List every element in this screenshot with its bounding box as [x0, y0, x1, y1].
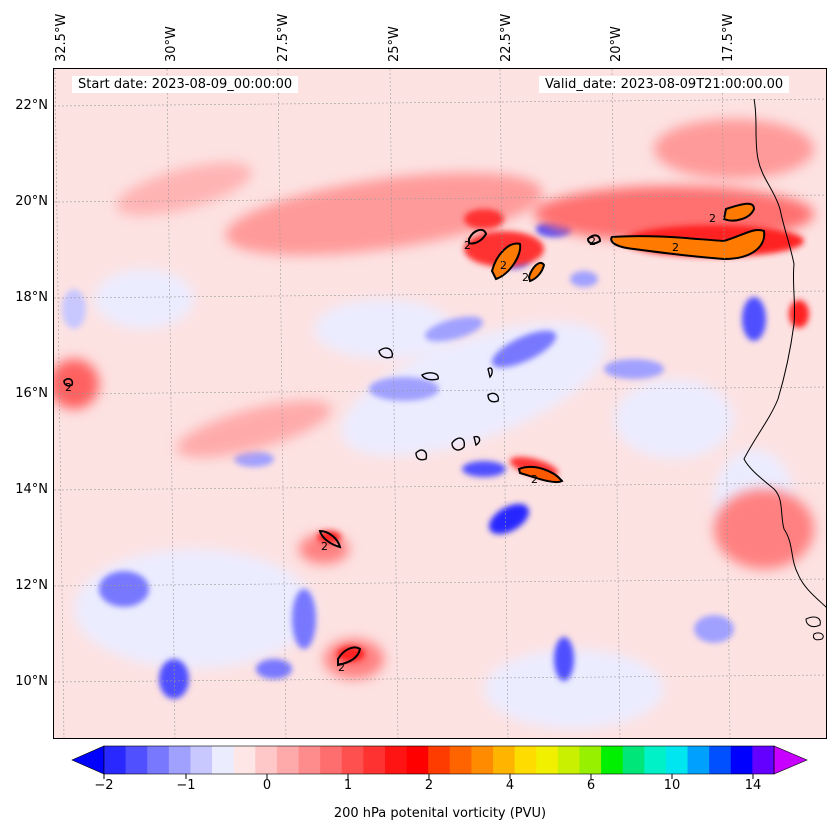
colorbar-segment: [255, 746, 278, 774]
pv-contour-2: [63, 202, 766, 667]
colorbar-segment: [471, 746, 494, 774]
colorbar-segment: [709, 746, 732, 774]
colorbar-segment: [428, 746, 451, 774]
colorbar-tick-label: 2: [424, 778, 434, 793]
colorbar-label: 200 hPa potenital vorticity (PVU): [333, 806, 547, 821]
colorbar-segment: [579, 746, 602, 774]
colorbar-segment: [406, 746, 429, 774]
colorbar-segment: [665, 746, 689, 774]
colorbar-segment: [320, 746, 343, 774]
contour-value-label: 2: [589, 235, 596, 248]
contour-value-label: 2: [709, 212, 716, 225]
start-date-label: Start date: 2023-08-09_00:00:00: [72, 76, 299, 93]
colorbar-tick-label: −1: [176, 778, 196, 793]
colorbar-extend-low: [71, 745, 105, 775]
colorbar-extend-high: [773, 745, 808, 775]
contour-value-label: 2: [531, 473, 538, 486]
contour-value-label: 2: [338, 661, 345, 674]
colorbar-tick-label: 1: [343, 778, 353, 793]
colorbar-segment: [233, 746, 256, 774]
lat-tick-label: 16°N: [15, 386, 48, 401]
colorbar-segment: [384, 746, 408, 774]
colorbar-tick-label: 4: [505, 778, 515, 793]
contour-value-label: 2: [321, 540, 328, 553]
colorbar-outline: [103, 745, 775, 775]
colorbar-tick-label: 6: [586, 778, 596, 793]
colorbar-segment: [212, 746, 235, 774]
colorbar-segment: [557, 746, 580, 774]
lat-tick-label: 18°N: [15, 290, 48, 305]
lat-tick-label: 10°N: [15, 674, 48, 689]
colorbar-segment: [644, 746, 667, 774]
colorbar-tick-label: −2: [94, 778, 114, 793]
contour-value-label: 2: [672, 241, 679, 254]
colorbar-segment: [752, 746, 775, 774]
lat-tick-label: 22°N: [15, 98, 48, 113]
colorbar-segment: [298, 746, 321, 774]
colorbar-segment: [276, 746, 300, 774]
colorbar: [71, 745, 808, 779]
contour-value-label: 2: [65, 381, 72, 394]
lat-tick-label: 14°N: [15, 482, 48, 497]
valid-date-label: Valid_date: 2023-08-09T21:00:00.00: [539, 76, 790, 93]
colorbar-segment: [449, 746, 472, 774]
colorbar-tick-label: 14: [744, 778, 762, 793]
colorbar-segment: [104, 746, 127, 774]
lat-tick-label: 12°N: [15, 578, 48, 593]
contour-value-label: 2: [500, 259, 507, 272]
colorbar-segment: [125, 746, 148, 774]
contour-value-label: 2: [522, 271, 529, 284]
colorbar-tick-label: 0: [262, 778, 272, 793]
lat-tick-label: 20°N: [15, 194, 48, 209]
colorbar-segment: [147, 746, 170, 774]
colorbar-segment: [536, 746, 559, 774]
colorbar-segment: [687, 746, 710, 774]
pv-field-svg: 2 2 2 2 2 2 2 2 2 2: [54, 69, 826, 738]
coastline: [743, 98, 826, 608]
coastline-islands: [805, 616, 824, 641]
colorbar-segment: [168, 746, 191, 774]
colorbar-segment: [190, 746, 213, 774]
colorbar-segment: [363, 746, 386, 774]
colorbar-segment: [493, 746, 516, 774]
contour-value-label: 2: [464, 239, 471, 252]
pv-map: 2 2 2 2 2 2 2 2 2 2: [53, 68, 827, 739]
colorbar-segment: [622, 746, 645, 774]
contour-labels: 2 2 2 2 2 2 2 2 2 2: [65, 212, 716, 674]
colorbar-segment: [730, 746, 753, 774]
colorbar-tick-label: 10: [663, 778, 681, 793]
colorbar-segment: [601, 746, 624, 774]
colorbar-segment: [341, 746, 364, 774]
colorbar-segment: [514, 746, 537, 774]
graticule: [54, 69, 826, 738]
